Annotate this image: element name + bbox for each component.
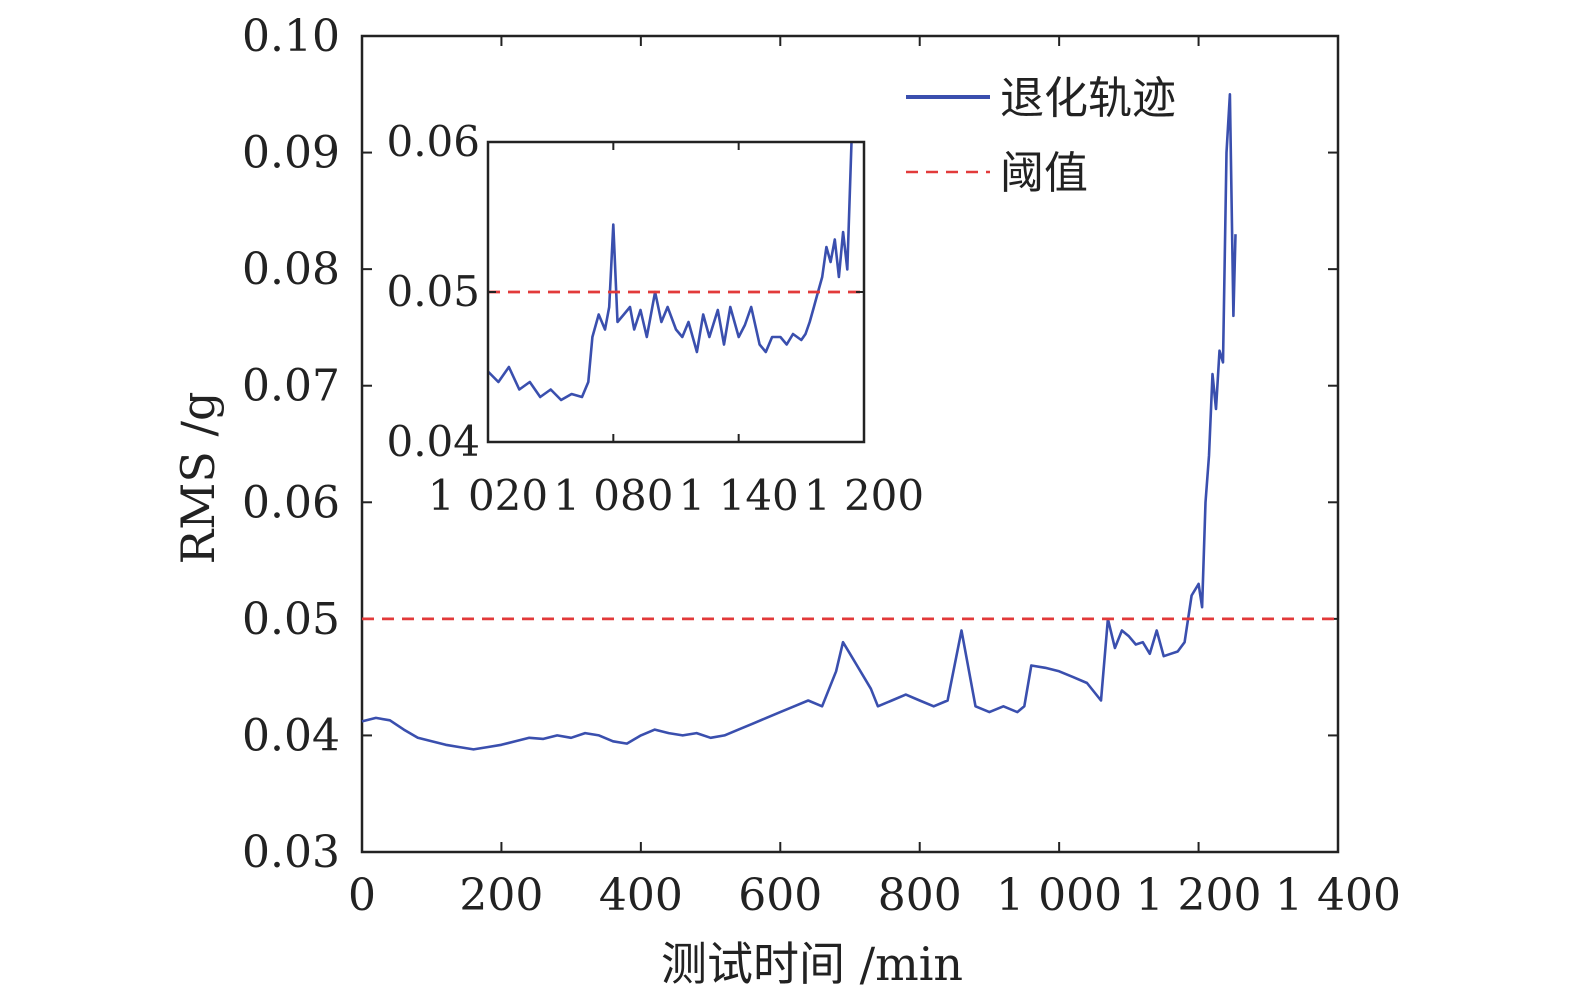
- inset-x-tick-label: 1 020: [428, 471, 548, 520]
- legend-label-degradation: 退化轨迹: [1000, 73, 1176, 124]
- main-y-tick-label: 0.07: [242, 361, 340, 412]
- inset-y-tick-label: 0.04: [386, 417, 480, 466]
- main-x-tick-label: 1 000: [996, 870, 1122, 921]
- main-y-tick-label: 0.09: [242, 128, 340, 179]
- inset-ticks: 1 020 1 080 1 140 1 200 0.04 0.05 0.06: [386, 117, 924, 520]
- inset-y-tick-label: 0.05: [386, 267, 480, 316]
- inset-y-tick-label: 0.06: [386, 117, 480, 166]
- y-axis-title: RMS /g: [171, 392, 225, 565]
- main-y-tick-label: 0.03: [242, 827, 340, 878]
- inset-series: [487, 141, 864, 402]
- main-x-tick-label: 600: [738, 870, 822, 921]
- main-x-tick-label: 0: [348, 870, 376, 921]
- main-x-tick-label: 800: [878, 870, 962, 921]
- main-y-tick-label: 0.04: [242, 710, 340, 761]
- legend: 退化轨迹 阈值: [906, 73, 1176, 199]
- main-series: [361, 93, 1338, 751]
- main-x-tick-label: 200: [459, 870, 543, 921]
- main-plot-frame: [360, 34, 1340, 854]
- main-y-tick-label: 0.08: [242, 244, 340, 295]
- main-x-tick-label: 1 200: [1136, 870, 1262, 921]
- main-x-tick-label: 400: [599, 870, 683, 921]
- inset-x-tick-label: 1 140: [679, 471, 799, 520]
- main-y-tick-label: 0.10: [242, 11, 340, 62]
- main-ticks: 0 200 400 600 800 1 000 1 200 1 400 0.03 0.04 0.05…: [242, 11, 1401, 921]
- inset-x-tick-label: 1 080: [553, 471, 673, 520]
- main-x-tick-label: 1 400: [1275, 870, 1401, 921]
- main-degradation-line: [361, 93, 1237, 751]
- inset-degradation-line: [487, 141, 853, 402]
- inset-x-tick-label: 1 200: [804, 471, 924, 520]
- x-axis-title: 测试时间 /min: [661, 937, 963, 991]
- main-y-tick-label: 0.06: [242, 477, 340, 528]
- legend-label-threshold: 阈值: [1000, 148, 1088, 199]
- main-y-tick-label: 0.05: [242, 594, 340, 645]
